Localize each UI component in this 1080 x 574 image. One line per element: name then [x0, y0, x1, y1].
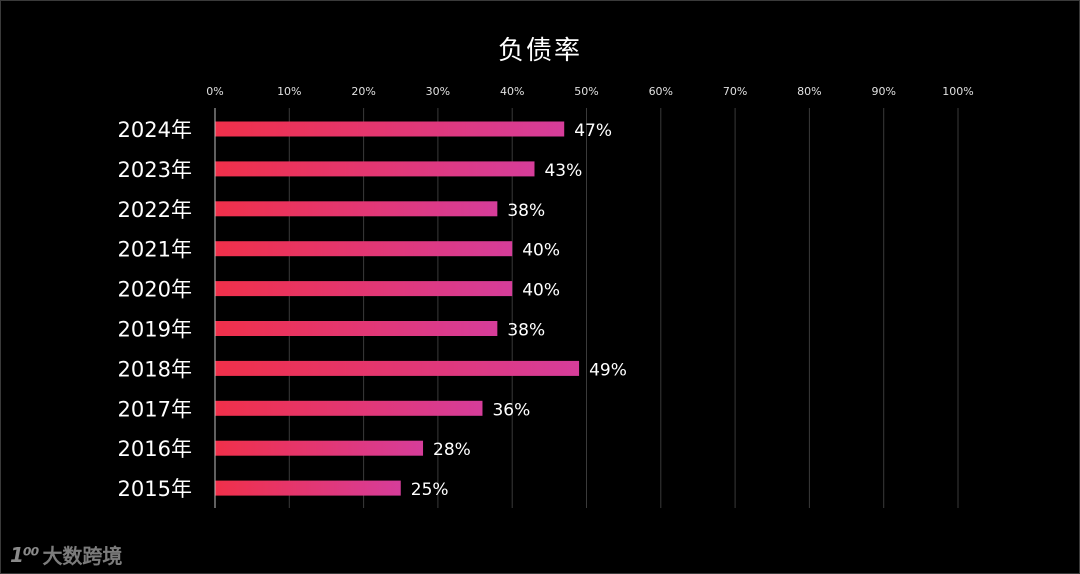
bar	[215, 121, 565, 137]
data-label: 43%	[544, 161, 582, 181]
grid-lines	[288, 108, 959, 508]
watermark: 1⁰⁰ 大数跨境	[10, 540, 122, 569]
x-tick-label: 60%	[649, 85, 673, 98]
category-label: 2020年	[118, 278, 192, 302]
bar	[215, 360, 580, 376]
x-tick-label: 20%	[351, 85, 375, 98]
category-label: 2017年	[118, 397, 192, 421]
data-label: 40%	[522, 281, 560, 301]
data-label: 38%	[507, 201, 545, 221]
data-label: 38%	[507, 321, 545, 341]
watermark-text: 大数跨境	[42, 544, 123, 568]
bar	[215, 201, 498, 217]
category-label: 2016年	[118, 437, 192, 461]
x-tick-labels: 0% 10% 20% 30% 40% 50% 60% 70% 80% 90% 100%	[206, 85, 973, 98]
bar	[215, 161, 535, 177]
bars	[215, 121, 580, 496]
x-tick-label: 70%	[723, 85, 747, 98]
bar	[215, 321, 498, 336]
x-tick-label: 50%	[574, 85, 598, 98]
watermark-logo-icon: 1⁰⁰	[10, 542, 39, 567]
data-labels: 47% 43% 38% 40% 40% 38% 49% 36% 28% 25%	[411, 121, 627, 500]
bar	[215, 241, 513, 257]
category-label: 2015年	[118, 477, 192, 501]
chart-title: 负债率	[497, 36, 582, 66]
bar	[215, 440, 424, 456]
category-label: 2021年	[118, 238, 192, 262]
data-label: 28%	[433, 440, 471, 460]
category-labels: 2024年 2023年 2022年 2021年 2020年 2019年 2018年 2017年…	[118, 118, 192, 501]
category-label: 2024年	[118, 118, 192, 142]
bar	[215, 281, 513, 297]
x-tick-label: 30%	[426, 85, 450, 98]
category-label: 2022年	[118, 198, 192, 222]
data-label: 36%	[492, 400, 530, 420]
x-tick-label: 100%	[942, 85, 973, 98]
data-label: 49%	[589, 360, 627, 380]
x-tick-label: 80%	[797, 85, 821, 98]
category-label: 2018年	[118, 357, 192, 381]
category-label: 2019年	[118, 318, 192, 342]
bar	[215, 480, 401, 496]
data-label: 47%	[574, 121, 612, 141]
x-tick-label: 0%	[206, 85, 223, 98]
bar	[215, 400, 483, 416]
data-label: 25%	[411, 480, 449, 500]
x-tick-label: 10%	[277, 85, 301, 98]
category-label: 2023年	[118, 158, 192, 182]
x-tick-label: 90%	[871, 85, 895, 98]
data-label: 40%	[522, 241, 560, 261]
x-tick-label: 40%	[500, 85, 524, 98]
